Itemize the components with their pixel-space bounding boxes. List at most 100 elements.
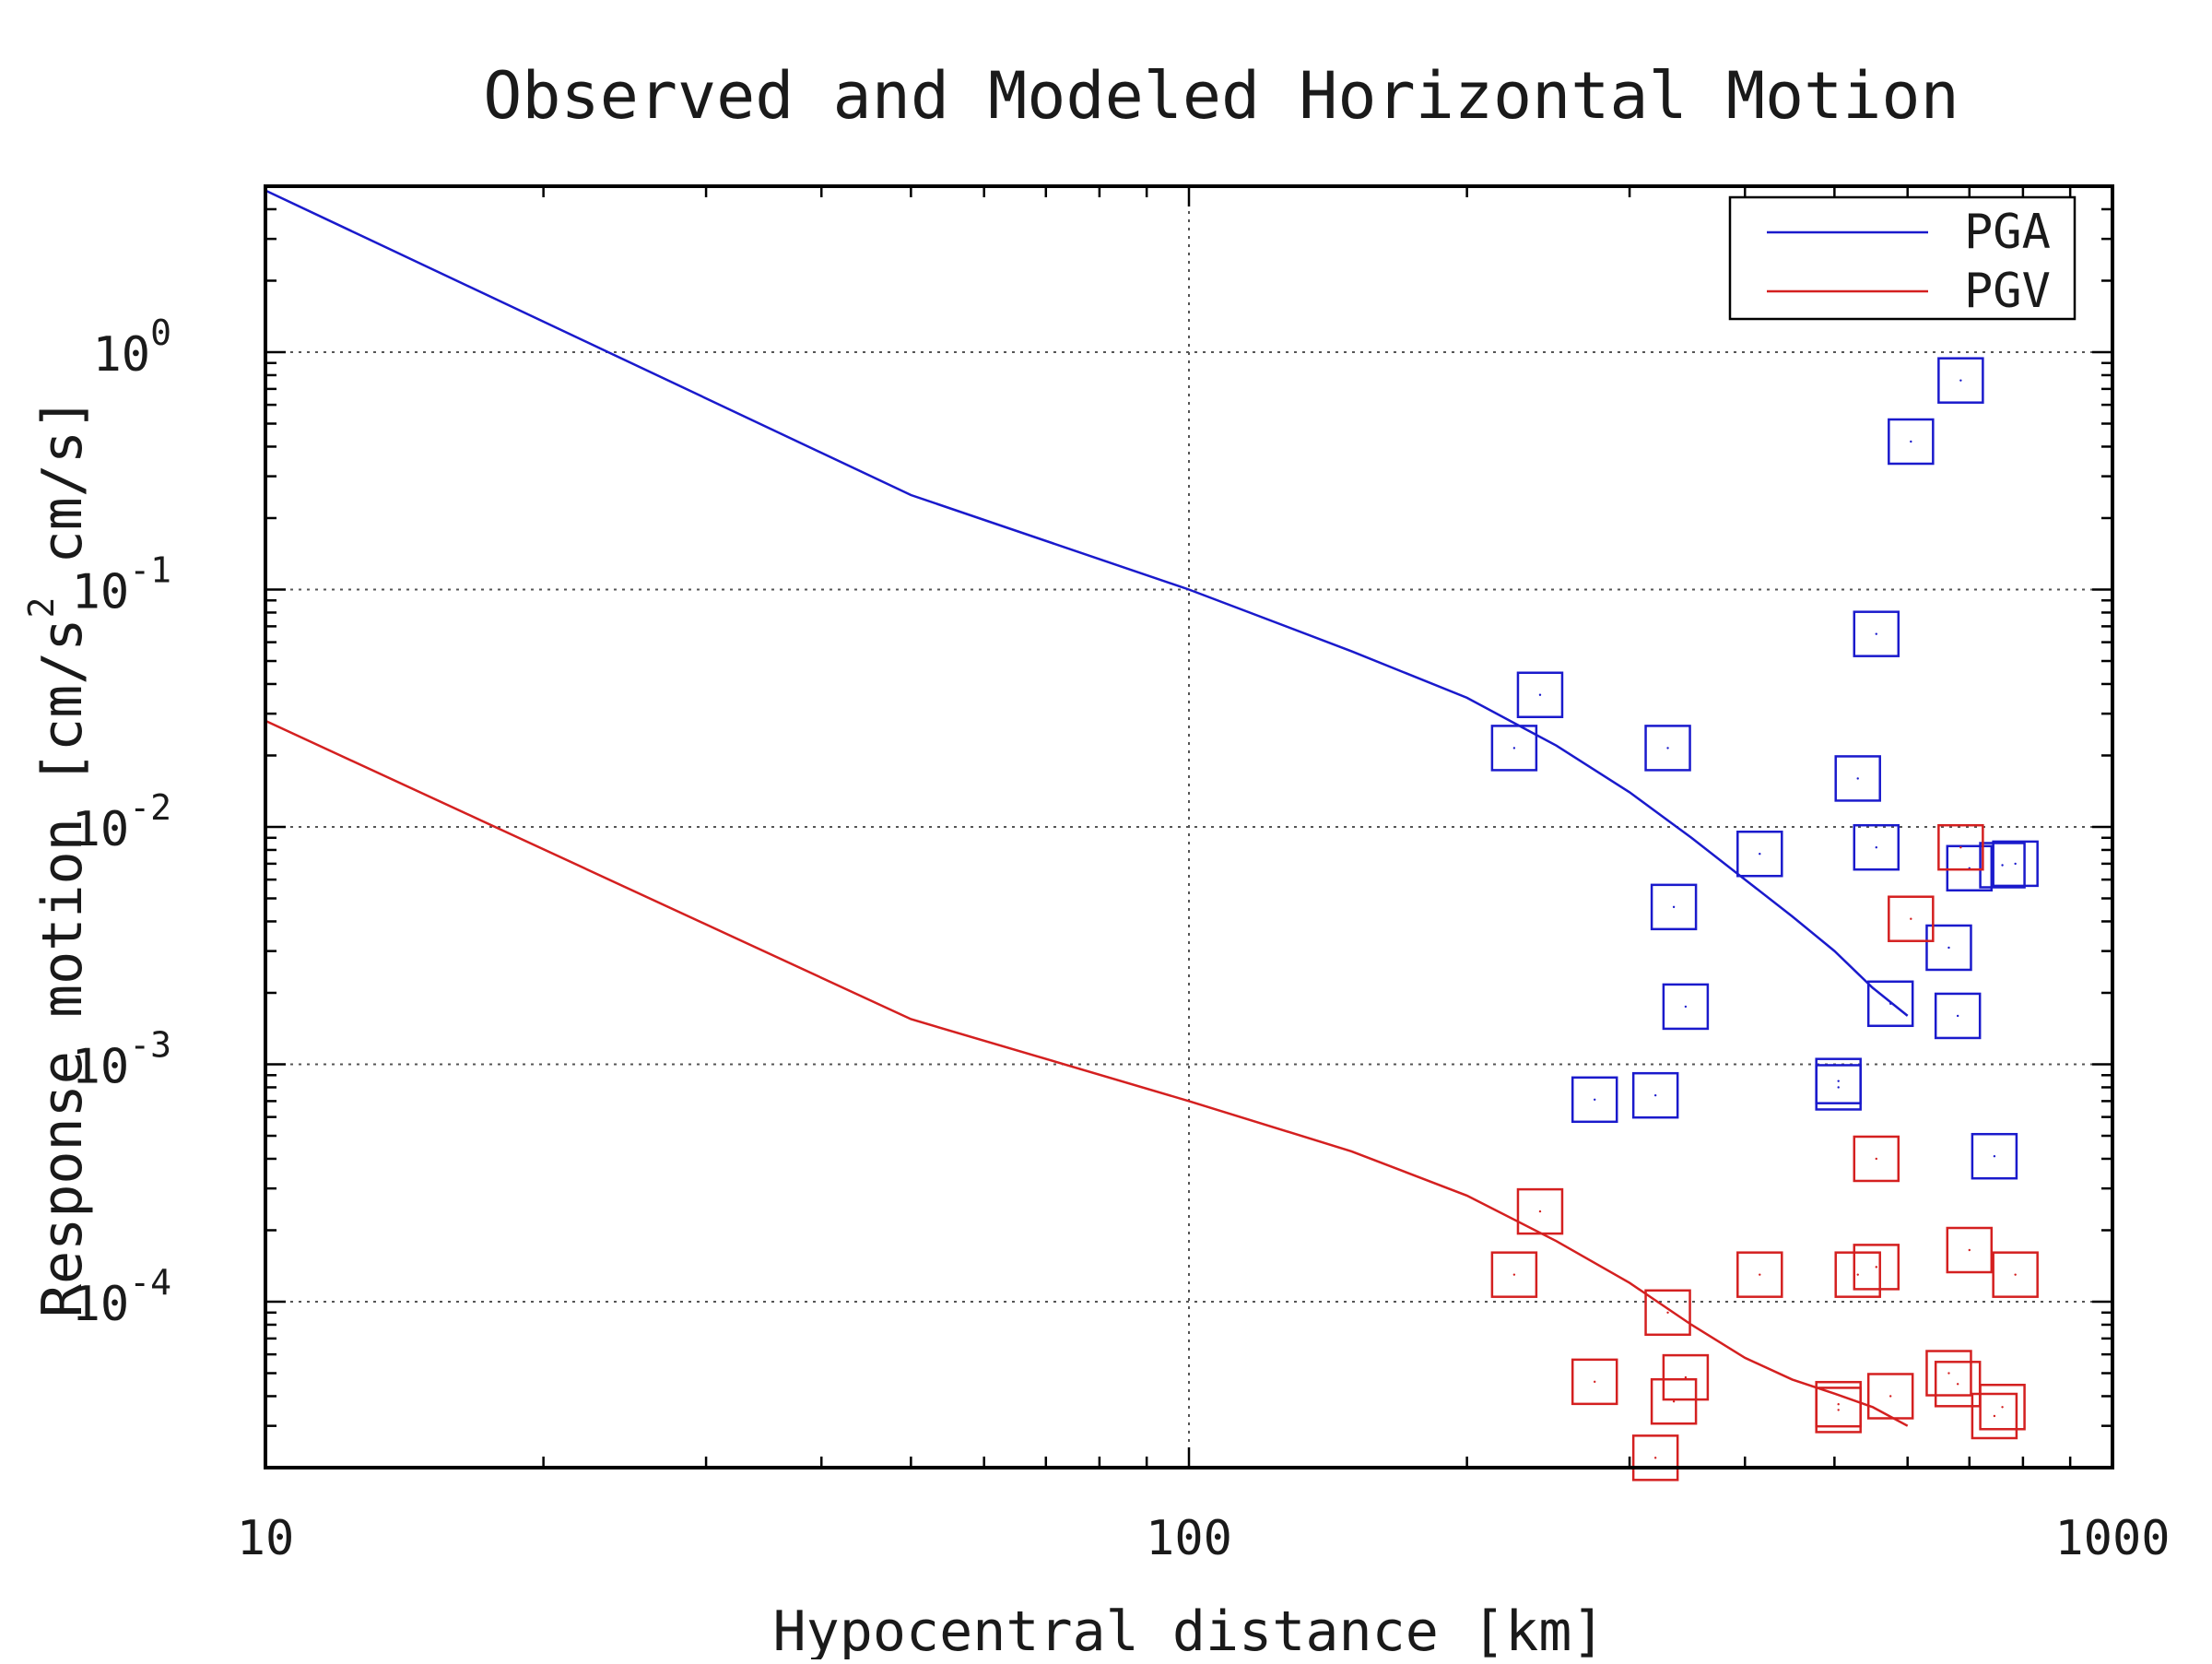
pga-data-point-center — [1512, 747, 1516, 749]
pga-data-point — [1650, 883, 1698, 931]
y-tick-exponent: -4 — [129, 1262, 171, 1303]
pgv-data-point-center — [1684, 1375, 1688, 1379]
y-axis-label-main: Response motion [cm/s — [30, 619, 95, 1318]
pga-data-point — [1853, 823, 1900, 871]
pga-data-point-center — [1910, 440, 1912, 443]
pga-data-point-center — [1684, 1005, 1688, 1009]
y-tick-label: 10-1 — [72, 549, 171, 620]
pgv-data-point-center — [1538, 1210, 1542, 1213]
legend-label-pgv: PGV — [1964, 264, 2051, 319]
y-tick-label: 10-3 — [72, 1025, 171, 1095]
y-tick-exponent: 0 — [150, 313, 171, 353]
pgv-data-point-center — [1672, 1400, 1676, 1403]
pgv-data-point-center — [1759, 1273, 1761, 1276]
y-tick-exponent: -2 — [129, 787, 171, 828]
pgv-data-point — [1516, 1187, 1564, 1235]
pga-data-point — [1888, 418, 1935, 466]
pga-data-point — [1937, 357, 1984, 404]
pga-data-point — [1571, 1076, 1618, 1124]
pga-data-point — [1490, 725, 1538, 772]
pga-data-point — [1736, 830, 1783, 878]
pga-data-point — [1516, 671, 1564, 718]
pgv-data-point — [1571, 1358, 1618, 1406]
pga-data-point-center — [2014, 862, 2017, 866]
pga-data-point — [1631, 1071, 1679, 1119]
y-axis-label-superscript: 2 — [21, 597, 62, 619]
pgv-data-point — [1662, 1353, 1710, 1401]
pga-data-point — [1866, 980, 1914, 1028]
pga-data-point — [1971, 1132, 2018, 1180]
pgv-data-point-center — [2001, 1406, 2004, 1409]
legend-box — [1728, 195, 2077, 321]
y-tick-label: 10-4 — [72, 1262, 171, 1332]
plot-frame — [264, 184, 2114, 1469]
pgv-data-point — [1736, 1251, 1783, 1298]
pga-data-point — [1644, 725, 1691, 772]
pga-data-point-center — [1538, 693, 1542, 696]
model-lines — [265, 189, 1909, 1427]
pgv-data-point-center — [1666, 1311, 1669, 1314]
pga-data-point — [1815, 1064, 1862, 1111]
x-tick-label: 10 — [237, 1511, 295, 1566]
pga-data-point-center — [1888, 1002, 1892, 1005]
y-axis-label-unit: cm/s] — [30, 397, 95, 597]
y-tick-base: 10 — [92, 327, 150, 383]
pgv-data-point — [1946, 1226, 1994, 1274]
pga-data-point-center — [1653, 1093, 1657, 1097]
pgv-data-point — [1644, 1289, 1691, 1337]
pgv-data-point — [1979, 1384, 2026, 1431]
pga-data-point-center — [1594, 1098, 1596, 1102]
y-tick-base: 10 — [72, 1040, 130, 1095]
chart-title: Observed and Modeled Horizontal Motion — [483, 58, 1959, 134]
y-tick-label: 100 — [92, 313, 171, 383]
pga-data-point — [1979, 842, 2026, 889]
y-tick-exponent: -1 — [129, 549, 171, 590]
x-tick-label: 100 — [1146, 1511, 1232, 1566]
pga-data-point-center — [1856, 777, 1859, 780]
pgv-data-point — [1937, 823, 1984, 871]
pga-data-point — [1925, 924, 1972, 972]
pga-data-point-center — [1666, 747, 1669, 749]
pgv-data-point-center — [2014, 1273, 2017, 1276]
pga-data-point — [1834, 755, 1881, 802]
pga-data-point-center — [1875, 845, 1877, 849]
pgv-data-point-center — [1653, 1457, 1657, 1459]
pga-data-point-center — [1959, 379, 1962, 382]
x-tick-label: 1000 — [2054, 1511, 2170, 1566]
pgv-data-point — [1888, 895, 1935, 942]
pgv-model-line — [265, 719, 1909, 1427]
pga-data-point-center — [1672, 905, 1676, 909]
pgv-data-point — [1650, 1377, 1698, 1425]
pgv-data-point — [1815, 1387, 1862, 1434]
pga-data-point-center — [1759, 853, 1761, 856]
pgv-data-point-center — [1959, 845, 1962, 849]
pgv-data-point — [1853, 1135, 1900, 1183]
pga-data-point-center — [1875, 632, 1877, 635]
pgv-data-point-center — [1910, 917, 1912, 920]
pgv-data-point — [1866, 1373, 1914, 1420]
y-tick-base: 10 — [72, 564, 130, 620]
pgv-data-point-center — [1993, 1414, 1996, 1418]
pgv-data-point — [1853, 1244, 1900, 1291]
pgv-data-point-center — [1856, 1273, 1859, 1276]
y-tick-exponent: -3 — [129, 1025, 171, 1066]
pga-data-point-center — [1993, 1155, 1996, 1158]
pgv-data-point-center — [1594, 1380, 1596, 1384]
pgv-data-point-center — [1968, 1248, 1971, 1252]
pgv-data-point-center — [1888, 1395, 1892, 1398]
pga-data-point-center — [1956, 1014, 1959, 1018]
pgv-data-point — [1490, 1251, 1538, 1298]
pgv-data-point-center — [1947, 1372, 1950, 1375]
pgv-data-point — [1992, 1251, 2039, 1298]
legend-label-pga: PGA — [1964, 205, 2051, 260]
pga-data-point-center — [2001, 864, 2004, 867]
pgv-data-point-center — [1512, 1273, 1516, 1276]
pga-data-point — [1992, 840, 2039, 888]
pga-model-line — [265, 189, 1909, 1017]
pga-data-point-center — [1947, 946, 1950, 950]
pgv-data-point — [1631, 1434, 1679, 1481]
